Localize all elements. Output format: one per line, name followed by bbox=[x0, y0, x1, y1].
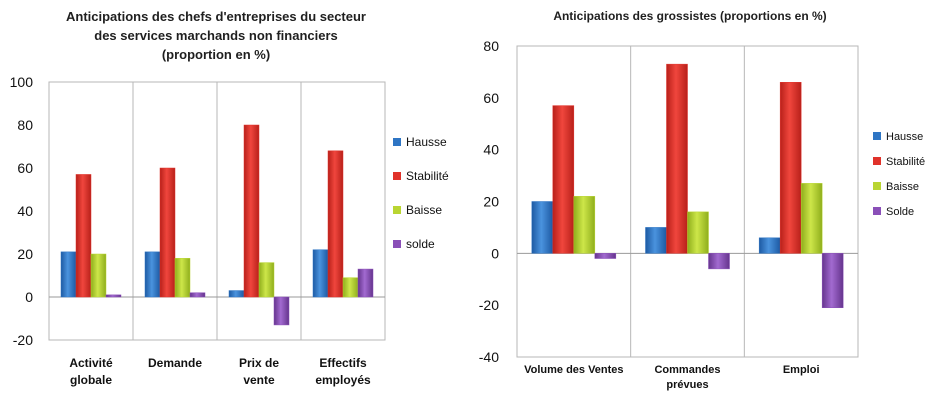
category-label: prévues bbox=[666, 379, 708, 391]
legend-swatch-baisse bbox=[873, 182, 881, 190]
legend-swatch-baisse bbox=[393, 206, 401, 214]
category-label: Activité bbox=[69, 356, 113, 370]
legend-label-hausse: Hausse bbox=[406, 135, 447, 149]
category-label: employés bbox=[315, 373, 371, 387]
bar-hausse bbox=[144, 251, 161, 298]
y-tick-label: 80 bbox=[17, 117, 33, 133]
chart-title-line: (proportion en %) bbox=[162, 47, 270, 62]
y-tick-label: 0 bbox=[491, 245, 499, 261]
bar-solde bbox=[821, 253, 844, 309]
bar-stabilite bbox=[243, 124, 260, 298]
bar-hausse bbox=[531, 201, 554, 254]
category-label: Volume des Ventes bbox=[524, 364, 623, 376]
legend-swatch-stabilite bbox=[873, 157, 881, 165]
category-label: Emploi bbox=[783, 364, 820, 376]
y-tick-label: -40 bbox=[479, 349, 499, 365]
bar-hausse bbox=[228, 290, 245, 298]
y-tick-label: 20 bbox=[483, 194, 499, 210]
bar-solde bbox=[189, 292, 206, 298]
bar-hausse bbox=[758, 237, 781, 254]
legend-swatch-solde bbox=[873, 207, 881, 215]
legend-label-solde: Solde bbox=[886, 206, 914, 218]
legend-label-baisse: Baisse bbox=[406, 203, 442, 217]
bar-solde bbox=[273, 296, 290, 326]
bar-stabilite bbox=[159, 167, 176, 298]
bar-stabilite bbox=[552, 105, 575, 254]
category-label: Demande bbox=[148, 356, 202, 370]
legend-label-solde: solde bbox=[406, 237, 435, 251]
category-label: vente bbox=[243, 373, 275, 387]
bar-solde bbox=[357, 268, 374, 298]
y-tick-label: 0 bbox=[25, 289, 33, 305]
category-label: Commandes bbox=[654, 364, 720, 376]
bar-baisse bbox=[800, 183, 823, 254]
y-tick-label: 80 bbox=[483, 38, 499, 54]
y-tick-label: -20 bbox=[13, 332, 33, 348]
chart-grossistes: Anticipations des grossistes (proportion… bbox=[479, 9, 925, 391]
legend-swatch-solde bbox=[393, 240, 401, 248]
category-label: Effectifs bbox=[319, 356, 367, 370]
bar-baisse bbox=[174, 258, 191, 298]
bar-hausse bbox=[645, 227, 667, 254]
bar-baisse bbox=[90, 253, 107, 298]
legend-label-baisse: Baisse bbox=[886, 181, 919, 193]
bar-baisse bbox=[258, 262, 275, 298]
plot-area-frame bbox=[516, 45, 859, 358]
chart-title-line: Anticipations des chefs d'entreprises du… bbox=[66, 9, 366, 24]
bar-baisse bbox=[687, 211, 709, 254]
bar-stabilite bbox=[779, 82, 802, 254]
legend-label-stabilite: Stabilité bbox=[886, 156, 925, 168]
bar-stabilite bbox=[327, 150, 344, 298]
category-label: Prix de bbox=[239, 356, 279, 370]
legend-swatch-stabilite bbox=[393, 172, 401, 180]
chart-services-marchands: Anticipations des chefs d'entreprises du… bbox=[10, 9, 449, 387]
y-tick-label: -20 bbox=[479, 297, 499, 313]
chart-title-line: des services marchands non financiers bbox=[94, 28, 338, 43]
bar-baisse bbox=[342, 277, 359, 298]
legend-swatch-hausse bbox=[873, 132, 881, 140]
bar-baisse bbox=[573, 196, 596, 254]
bar-hausse bbox=[60, 251, 77, 298]
y-tick-label: 100 bbox=[10, 74, 34, 90]
y-tick-label: 60 bbox=[483, 90, 499, 106]
chart-title-line: Anticipations des grossistes (proportion… bbox=[553, 9, 826, 23]
category-label: globale bbox=[70, 373, 112, 387]
y-tick-label: 20 bbox=[17, 246, 33, 262]
y-tick-label: 40 bbox=[17, 203, 33, 219]
bar-solde bbox=[105, 294, 122, 298]
bar-stabilite bbox=[75, 174, 92, 298]
bar-solde bbox=[594, 253, 617, 259]
bar-stabilite bbox=[666, 63, 688, 254]
legend-swatch-hausse bbox=[393, 138, 401, 146]
bar-solde bbox=[708, 253, 730, 270]
legend-label-stabilite: Stabilité bbox=[406, 169, 449, 183]
bar-hausse bbox=[312, 249, 329, 298]
y-tick-label: 60 bbox=[17, 160, 33, 176]
legend-label-hausse: Hausse bbox=[886, 131, 923, 143]
y-tick-label: 40 bbox=[483, 142, 499, 158]
